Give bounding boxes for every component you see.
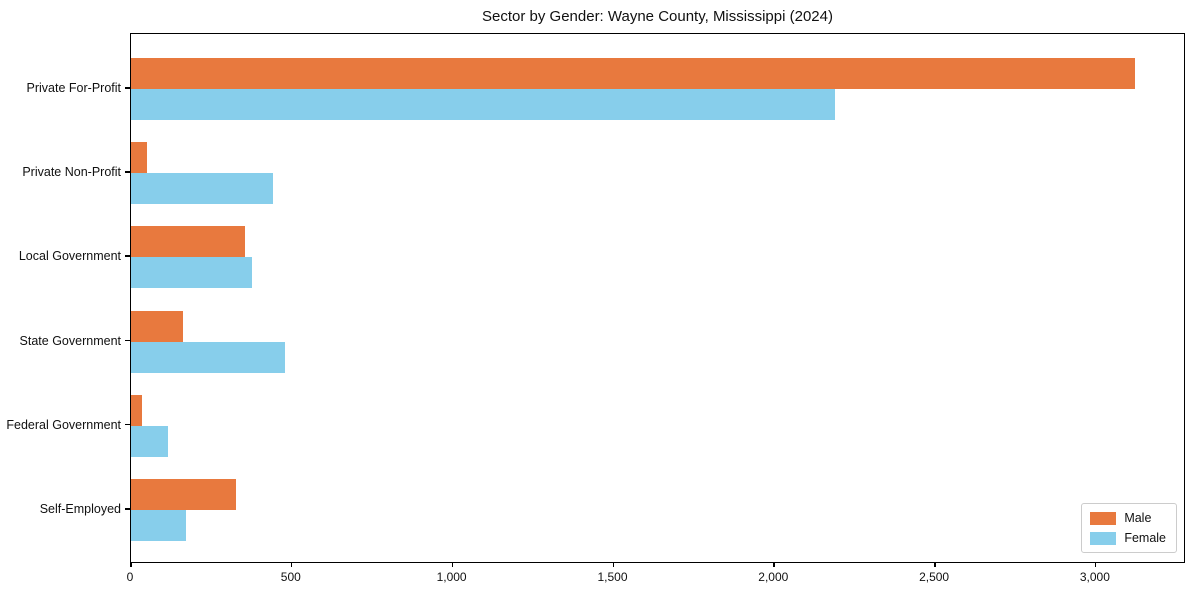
x-axis-tick — [451, 562, 454, 567]
bar-male-federal-government — [131, 394, 143, 426]
legend-entry-female: Female — [1090, 531, 1166, 545]
y-axis-tick — [125, 423, 130, 426]
bar-female-private-non-profit — [131, 173, 273, 205]
y-axis-label: Self-Employed — [39, 502, 121, 516]
x-axis-tick — [612, 562, 614, 567]
bar-female-local-government — [131, 257, 252, 289]
bar-male-private-non-profit — [131, 142, 148, 174]
legend: Male Female — [1081, 503, 1177, 553]
bar-female-private-for-profit — [131, 89, 836, 120]
y-axis-tick — [125, 255, 130, 257]
x-axis-tick-label: 0 — [126, 570, 134, 584]
x-axis-tick-label: 1,000 — [436, 570, 467, 584]
bar-male-local-government — [131, 226, 246, 258]
x-axis-tick-label: 1,500 — [597, 570, 628, 584]
x-axis-tick-label: 2,000 — [758, 570, 789, 584]
legend-swatch-female — [1090, 531, 1117, 545]
bar-male-private-for-profit — [131, 58, 1135, 89]
legend-label: Male — [1124, 511, 1152, 525]
y-axis-tick — [125, 339, 130, 342]
x-axis-tick — [934, 562, 936, 567]
legend-entry-male: Male — [1090, 511, 1166, 525]
bar-female-self-employed — [131, 510, 186, 541]
y-axis-label: Local Government — [18, 249, 121, 264]
plot-area: Male Female — [130, 33, 1185, 563]
chart-title: Sector by Gender: Wayne County, Mississi… — [482, 8, 833, 25]
y-axis-label: Federal Government — [6, 417, 121, 432]
bar-female-state-government — [131, 341, 286, 373]
x-axis-tick — [773, 562, 775, 567]
x-axis-tick — [130, 562, 132, 567]
y-axis-tick — [125, 87, 130, 89]
y-axis-tick — [125, 508, 130, 510]
bar-male-self-employed — [131, 479, 236, 510]
legend-label: Female — [1124, 531, 1166, 545]
y-axis-label: State Government — [19, 333, 121, 348]
bar-female-federal-government — [131, 425, 168, 457]
x-axis-tick — [1094, 562, 1097, 567]
x-axis-tick — [290, 562, 293, 567]
bar-male-state-government — [131, 310, 183, 342]
y-axis-label: Private Non-Profit — [22, 165, 121, 180]
legend-swatch-male — [1090, 511, 1117, 525]
x-axis-tick-label: 3,000 — [1079, 570, 1110, 584]
y-axis-label: Private For-Profit — [26, 81, 121, 95]
x-axis-tick-label: 2,500 — [919, 570, 950, 584]
x-axis-tick-label: 500 — [280, 570, 301, 584]
y-axis-tick — [125, 171, 130, 173]
